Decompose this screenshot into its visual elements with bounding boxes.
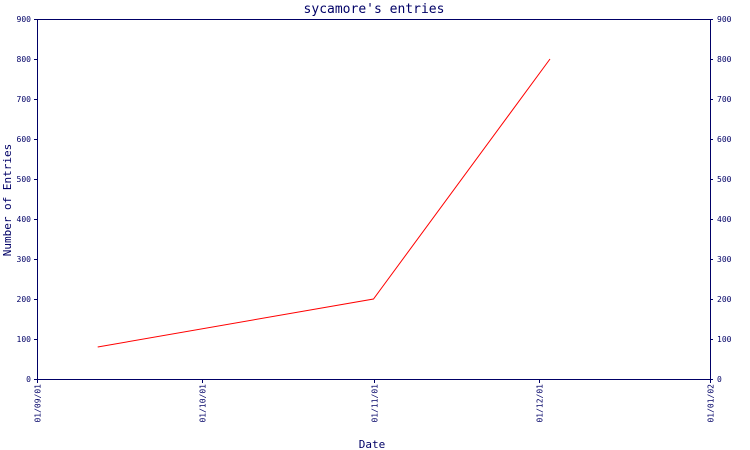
y-tick-label-right: 400: [717, 215, 732, 224]
y-tick-label-right: 300: [717, 255, 732, 264]
y-tick-label-right: 500: [717, 175, 732, 184]
y-tick-label-left: 100: [17, 335, 32, 344]
x-tick-label: 01/01/02: [707, 384, 716, 423]
y-tick-label-left: 900: [17, 15, 32, 24]
x-tick-label: 01/09/01: [34, 384, 43, 423]
y-tick-label-left: 400: [17, 215, 32, 224]
y-tick-label-right: 600: [717, 135, 732, 144]
y-axis-right: 0 100 200 300 400 500 600 700 800 900: [710, 15, 732, 384]
y-axis-left: 0 100 200 300 400 500 600 700 800 900: [17, 15, 37, 384]
y-tick-label-right: 900: [717, 15, 732, 24]
chart-title: sycamore's entries: [304, 2, 445, 17]
x-tick-label: 01/10/01: [199, 384, 208, 423]
y-tick-label-left: 800: [17, 55, 32, 64]
x-tick-label: 01/12/01: [536, 384, 545, 423]
y-tick-label-right: 800: [717, 55, 732, 64]
y-tick-label-left: 700: [17, 95, 32, 104]
y-tick-label-right: 200: [717, 295, 732, 304]
y-tick-label-right: 100: [717, 335, 732, 344]
y-tick-label-right: 700: [717, 95, 732, 104]
y-tick-label-left: 600: [17, 135, 32, 144]
y-tick-label-right: 0: [717, 375, 722, 384]
y-tick-label-left: 300: [17, 255, 32, 264]
y-tick-label-left: 500: [17, 175, 32, 184]
plot-area-frame: [37, 19, 711, 380]
y-tick-label-left: 200: [17, 295, 32, 304]
x-axis-title: Date: [359, 438, 386, 450]
y-axis-title: Number of Entries: [1, 144, 14, 257]
series-line: [97, 58, 551, 348]
x-tick-label: 01/11/01: [371, 384, 380, 423]
x-axis: 01/09/01 01/10/01 01/11/01 01/12/01 01/01/02: [34, 379, 716, 423]
series-group: [97, 58, 551, 348]
y-tick-label-left: 0: [26, 375, 31, 384]
